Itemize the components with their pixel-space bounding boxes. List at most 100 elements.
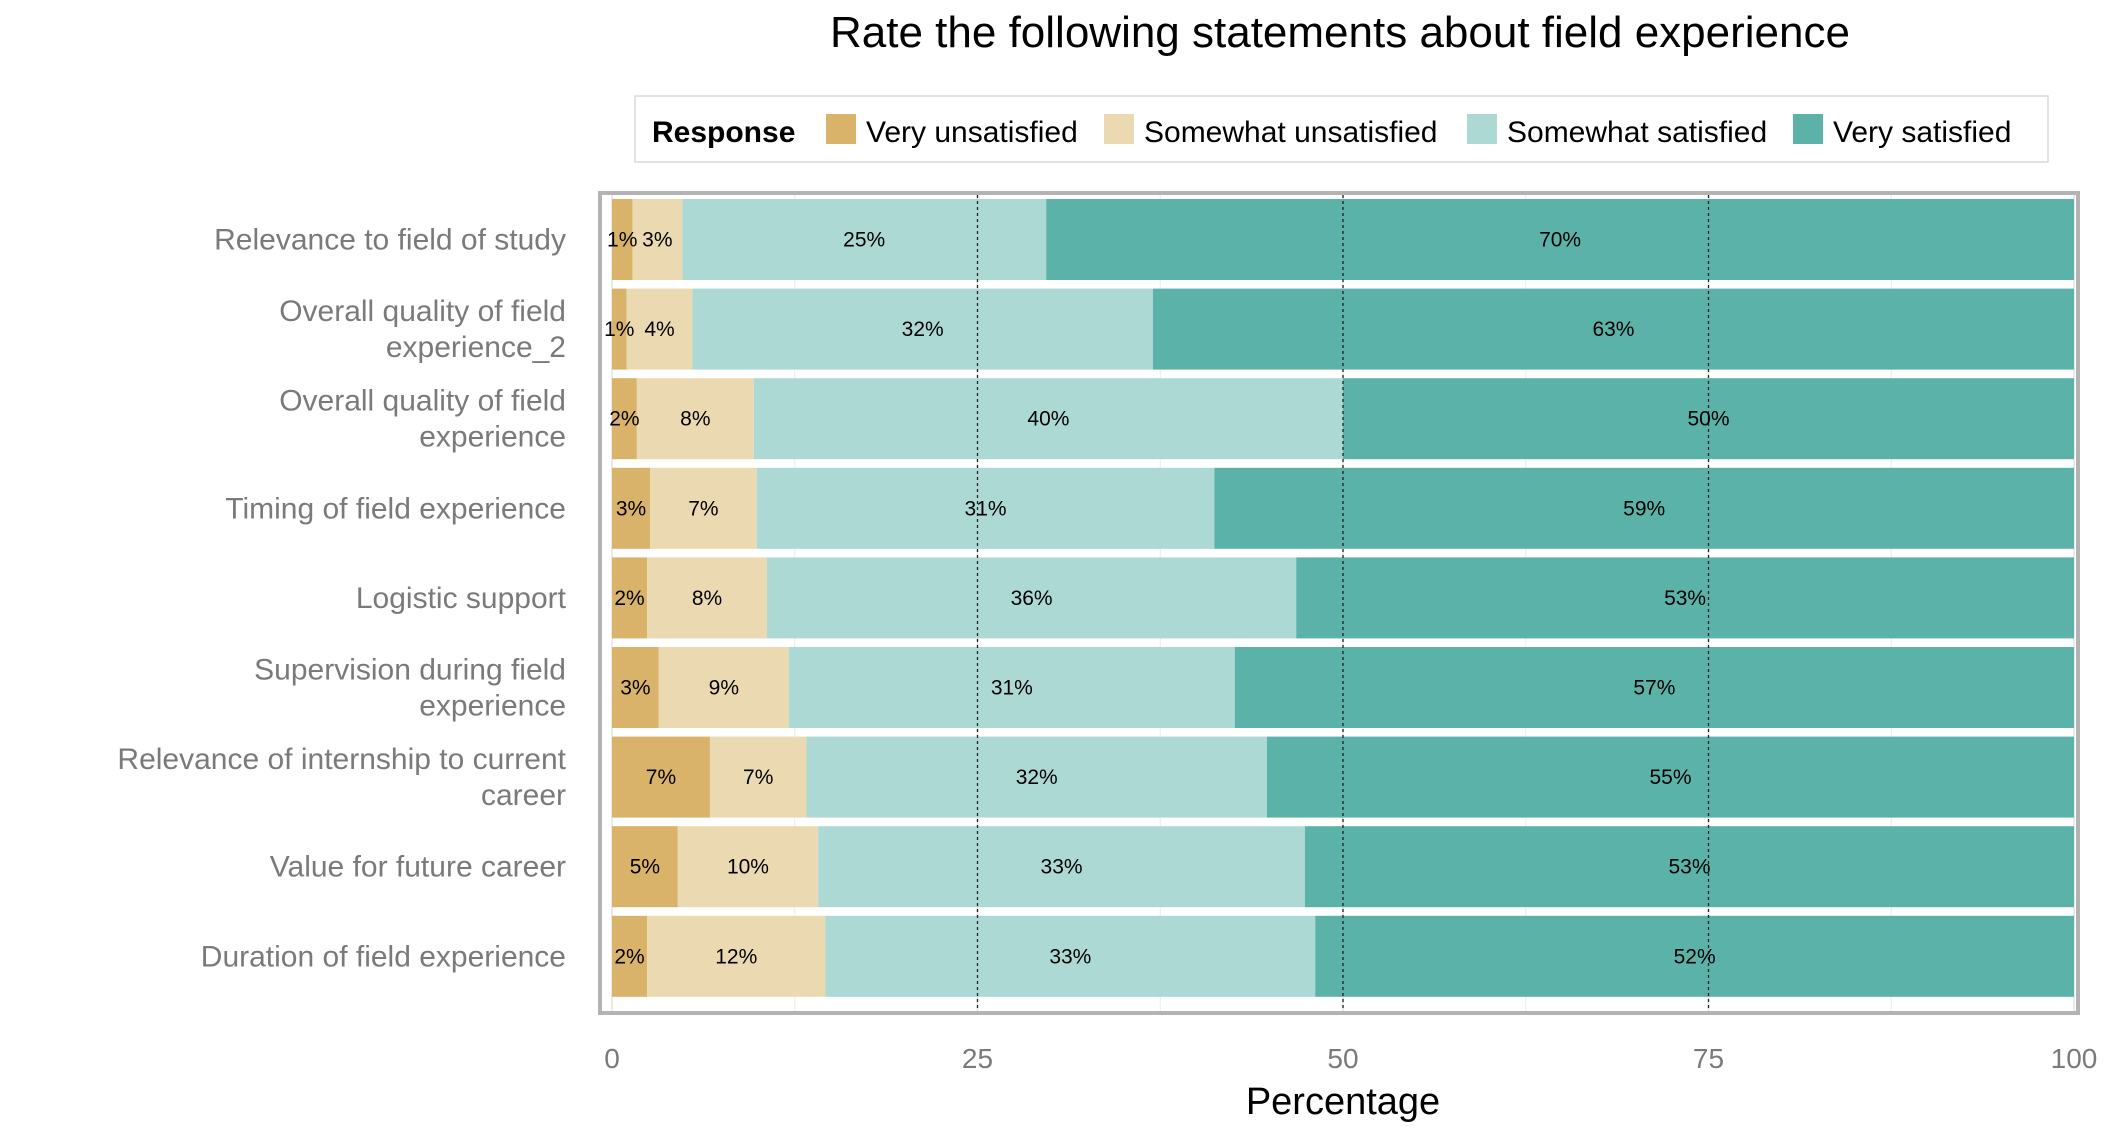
- legend-key-very-satisfied: [1793, 114, 1823, 144]
- data-label: 59%: [1623, 497, 1665, 520]
- y-axis-labels: Relevance to field of study Overall quali…: [117, 224, 566, 974]
- chart-title: Rate the following statements about fiel…: [830, 8, 1850, 57]
- data-label: 63%: [1592, 318, 1634, 341]
- legend-title: Response: [652, 116, 795, 149]
- data-label: 2%: [609, 408, 639, 431]
- legend-key-somewhat-satisfied: [1467, 114, 1497, 144]
- bar-somewhat-unsatisfied: [650, 467, 757, 549]
- bar-very-unsatisfied: [612, 647, 659, 728]
- plot-panel-border: [598, 191, 2080, 1015]
- category-label: Relevance to field of study: [214, 224, 566, 257]
- data-label: 36%: [1011, 587, 1053, 610]
- data-label: 2%: [614, 945, 644, 968]
- data-label: 7%: [743, 766, 773, 789]
- bar-somewhat-satisfied: [682, 199, 1047, 280]
- reference-lines: [976, 195, 1710, 1011]
- bar-somewhat-satisfied: [818, 826, 1305, 908]
- legend-label-somewhat-unsatisfied: Somewhat unsatisfied: [1144, 116, 1438, 149]
- data-label: 31%: [991, 677, 1033, 700]
- bars: [612, 199, 2074, 997]
- data-label: 32%: [902, 318, 944, 341]
- data-label: 2%: [614, 587, 644, 610]
- bar-very-unsatisfied: [612, 915, 648, 997]
- bar-very-satisfied: [1152, 288, 2074, 370]
- bar-somewhat-satisfied: [753, 378, 1343, 460]
- category-label: Timing of field experience: [225, 492, 566, 525]
- data-label: 4%: [644, 318, 674, 341]
- data-label: 7%: [646, 766, 676, 789]
- data-label: 25%: [843, 229, 885, 252]
- bar-somewhat-unsatisfied: [647, 915, 826, 997]
- x-tick-label: 25: [962, 1043, 993, 1074]
- category-label: Relevance of internship to current career: [117, 743, 566, 812]
- x-tick-label: 100: [2051, 1043, 2098, 1074]
- data-labels: 1% 3% 25% 70%1% 4% 32% 63%2% 8% 40% 50%3% 7% 31% 59%…: [604, 229, 1729, 969]
- bar-very-satisfied: [1234, 647, 2074, 728]
- bar-somewhat-satisfied: [806, 736, 1267, 818]
- data-label: 9%: [709, 677, 739, 700]
- legend-label-somewhat-satisfied: Somewhat satisfied: [1507, 116, 1767, 149]
- data-label: 3%: [642, 229, 672, 252]
- data-label: 12%: [715, 945, 757, 968]
- bar-very-unsatisfied: [612, 736, 710, 818]
- bar-very-unsatisfied: [612, 826, 678, 908]
- x-axis-title: Percentage: [1246, 1081, 1440, 1123]
- data-label: 1%: [604, 318, 634, 341]
- category-label: Supervision during field experience: [254, 654, 566, 723]
- data-label: 32%: [1016, 766, 1058, 789]
- data-label: 55%: [1649, 766, 1691, 789]
- bar-very-unsatisfied: [612, 378, 637, 460]
- bar-very-unsatisfied: [612, 288, 627, 370]
- data-label: 3%: [616, 497, 646, 520]
- bar-somewhat-satisfied: [756, 467, 1215, 549]
- data-label: 8%: [680, 408, 710, 431]
- data-label: 8%: [692, 587, 722, 610]
- bar-very-satisfied: [1304, 826, 2074, 908]
- data-label: 53%: [1664, 587, 1706, 610]
- bar-somewhat-satisfied: [692, 288, 1153, 370]
- legend-label-very-unsatisfied: Very unsatisfied: [866, 116, 1078, 149]
- legend: Response Very unsatisfied Somewhat unsatis…: [634, 95, 2049, 163]
- bar-very-satisfied: [1266, 736, 2074, 818]
- bar-somewhat-unsatisfied: [658, 647, 789, 728]
- legend-key-somewhat-unsatisfied: [1104, 114, 1134, 144]
- bar-somewhat-unsatisfied: [709, 736, 807, 818]
- data-label: 5%: [630, 856, 660, 879]
- bar-somewhat-satisfied: [788, 647, 1235, 728]
- x-axis-ticks: 0 25 50 75 100: [604, 1043, 2097, 1074]
- bar-very-satisfied: [1046, 199, 2074, 280]
- x-tick-label: 0: [604, 1043, 620, 1074]
- bar-somewhat-unsatisfied: [632, 199, 683, 280]
- bar-somewhat-unsatisfied: [647, 557, 767, 639]
- bar-very-satisfied: [1214, 467, 2074, 549]
- bar-very-unsatisfied: [612, 199, 633, 280]
- data-label: 52%: [1674, 945, 1716, 968]
- category-label: Logistic support: [356, 582, 567, 615]
- x-tick-label: 50: [1327, 1043, 1358, 1074]
- data-label: 10%: [727, 856, 769, 879]
- category-label: Overall quality of field experience: [279, 385, 566, 454]
- x-tick-label: 75: [1693, 1043, 1724, 1074]
- data-label: 33%: [1049, 945, 1091, 968]
- data-label: 33%: [1041, 856, 1083, 879]
- bar-very-satisfied: [1315, 915, 2074, 997]
- data-label: 53%: [1668, 856, 1710, 879]
- bar-very-satisfied: [1296, 557, 2074, 639]
- data-label: 1%: [607, 229, 637, 252]
- data-label: 50%: [1687, 408, 1729, 431]
- data-label: 31%: [965, 497, 1007, 520]
- data-label: 57%: [1633, 677, 1675, 700]
- bar-somewhat-unsatisfied: [626, 288, 693, 370]
- bar-somewhat-satisfied: [825, 915, 1316, 997]
- data-label: 3%: [620, 677, 650, 700]
- bar-very-unsatisfied: [612, 467, 651, 549]
- bar-somewhat-unsatisfied: [636, 378, 754, 460]
- legend-key-very-unsatisfied: [826, 114, 856, 144]
- data-label: 40%: [1027, 408, 1069, 431]
- data-label: 70%: [1539, 229, 1581, 252]
- bar-very-unsatisfied: [612, 557, 648, 639]
- category-label: Overall quality of field experience_2: [279, 295, 566, 364]
- legend-label-very-satisfied: Very satisfied: [1833, 116, 2011, 149]
